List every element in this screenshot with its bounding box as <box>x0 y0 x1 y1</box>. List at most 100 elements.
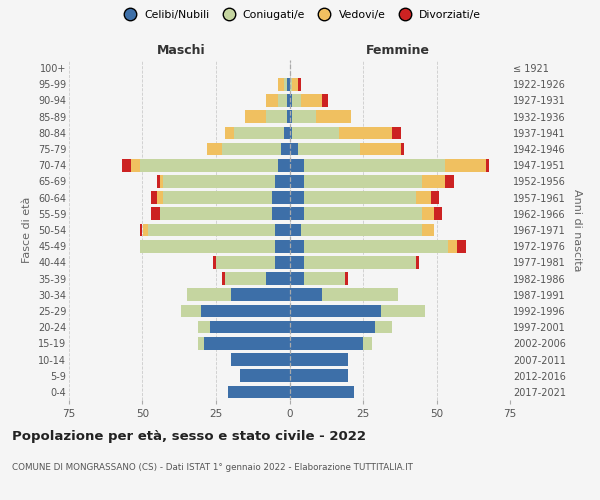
Bar <box>272 192 290 204</box>
Bar <box>322 288 398 301</box>
Bar <box>304 175 422 188</box>
Bar <box>222 142 281 156</box>
Bar <box>290 272 304 285</box>
Bar <box>143 224 148 236</box>
Bar <box>281 142 290 156</box>
Bar <box>163 175 275 188</box>
Bar <box>216 256 275 268</box>
Y-axis label: Anni di nascita: Anni di nascita <box>572 188 583 271</box>
Bar <box>148 224 275 236</box>
Bar <box>199 337 204 349</box>
Bar <box>301 94 322 107</box>
Bar <box>199 321 210 334</box>
Bar <box>287 78 290 90</box>
Bar <box>375 321 392 334</box>
Bar <box>284 126 290 139</box>
Legend: Celibi/Nubili, Coniugati/e, Vedovi/e, Divorziati/e: Celibi/Nubili, Coniugati/e, Vedovi/e, Di… <box>115 6 485 24</box>
Bar <box>290 208 304 220</box>
Bar <box>304 272 346 285</box>
Bar <box>322 94 328 107</box>
Bar <box>290 224 301 236</box>
Bar <box>230 288 290 301</box>
Bar <box>416 256 419 268</box>
Bar <box>422 208 434 220</box>
Bar <box>431 192 439 204</box>
Bar <box>434 208 442 220</box>
Bar <box>131 159 140 172</box>
Bar <box>157 175 160 188</box>
Bar <box>278 78 284 90</box>
Bar <box>292 94 301 107</box>
Bar <box>360 142 401 156</box>
Bar <box>301 224 422 236</box>
Bar <box>272 208 290 220</box>
Bar <box>210 321 290 334</box>
Bar <box>202 304 290 318</box>
Bar <box>204 337 290 349</box>
Bar <box>445 175 454 188</box>
Bar <box>290 78 292 90</box>
Bar <box>228 386 290 398</box>
Bar <box>222 272 225 285</box>
Bar <box>266 94 278 107</box>
Text: COMUNE DI MONGRASSANO (CS) - Dati ISTAT 1° gennaio 2022 - Elaborazione TUTTITALI: COMUNE DI MONGRASSANO (CS) - Dati ISTAT … <box>12 462 413 471</box>
Bar <box>304 208 422 220</box>
Bar <box>290 353 348 366</box>
Bar <box>290 192 304 204</box>
Bar <box>363 337 372 349</box>
Bar <box>422 175 445 188</box>
Bar <box>140 159 278 172</box>
Bar <box>422 224 434 236</box>
Bar <box>275 240 290 252</box>
Bar <box>298 78 301 90</box>
Text: Maschi: Maschi <box>157 44 205 57</box>
Bar <box>340 126 392 139</box>
Bar <box>290 126 292 139</box>
Bar <box>346 272 348 285</box>
Bar <box>304 240 448 252</box>
Bar <box>287 110 290 123</box>
Bar <box>448 240 457 252</box>
Bar <box>316 110 351 123</box>
Bar <box>290 110 292 123</box>
Bar <box>160 175 163 188</box>
Bar <box>284 78 287 90</box>
Bar <box>292 110 316 123</box>
Bar <box>290 256 304 268</box>
Bar <box>278 94 287 107</box>
Bar <box>151 192 157 204</box>
Bar <box>487 159 490 172</box>
Bar <box>380 304 425 318</box>
Bar <box>290 142 298 156</box>
Bar <box>163 192 272 204</box>
Bar <box>266 110 287 123</box>
Bar <box>245 110 266 123</box>
Bar <box>140 240 275 252</box>
Bar <box>233 126 284 139</box>
Bar <box>290 175 304 188</box>
Bar <box>290 288 322 301</box>
Bar <box>290 321 375 334</box>
Bar <box>230 353 290 366</box>
Bar <box>292 78 298 90</box>
Bar <box>401 142 404 156</box>
Bar <box>290 94 292 107</box>
Text: Femmine: Femmine <box>366 44 430 57</box>
Bar <box>290 240 304 252</box>
Bar <box>157 192 163 204</box>
Bar <box>187 288 230 301</box>
Bar <box>266 272 290 285</box>
Text: Popolazione per età, sesso e stato civile - 2022: Popolazione per età, sesso e stato civil… <box>12 430 366 443</box>
Bar <box>225 272 266 285</box>
Bar <box>275 256 290 268</box>
Bar <box>445 159 487 172</box>
Bar <box>298 142 360 156</box>
Bar <box>287 94 290 107</box>
Bar <box>160 208 272 220</box>
Bar <box>181 304 202 318</box>
Bar <box>207 142 222 156</box>
Bar <box>457 240 466 252</box>
Bar <box>140 224 142 236</box>
Bar <box>416 192 431 204</box>
Bar <box>122 159 131 172</box>
